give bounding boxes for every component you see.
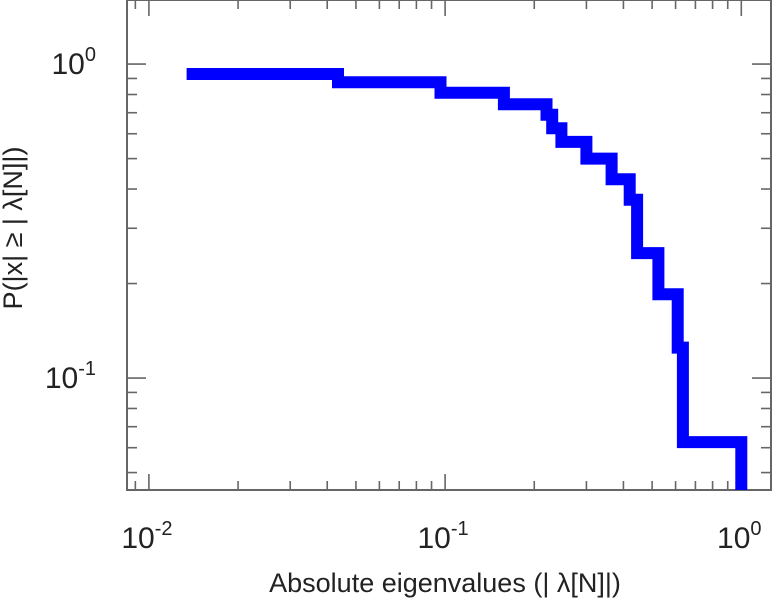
plot-frame [126,0,772,491]
tick-labels: 10-2 10-1 100 10-1 100 [45,44,762,555]
x-tick-label: 100 [717,518,762,555]
x-tick-label: 10-1 [418,518,469,555]
y-tick-label: 10-1 [45,358,96,395]
y-axis-label: P(|x| ≥ | λ[N]|) [0,147,28,310]
axis-ticks [128,0,770,490]
x-axis-label: Absolute eigenvalues (| λ[N]|) [269,568,621,598]
x-tick-label: 10-2 [121,518,172,555]
step-series-line [186,68,748,490]
y-tick-label: 100 [52,44,97,81]
